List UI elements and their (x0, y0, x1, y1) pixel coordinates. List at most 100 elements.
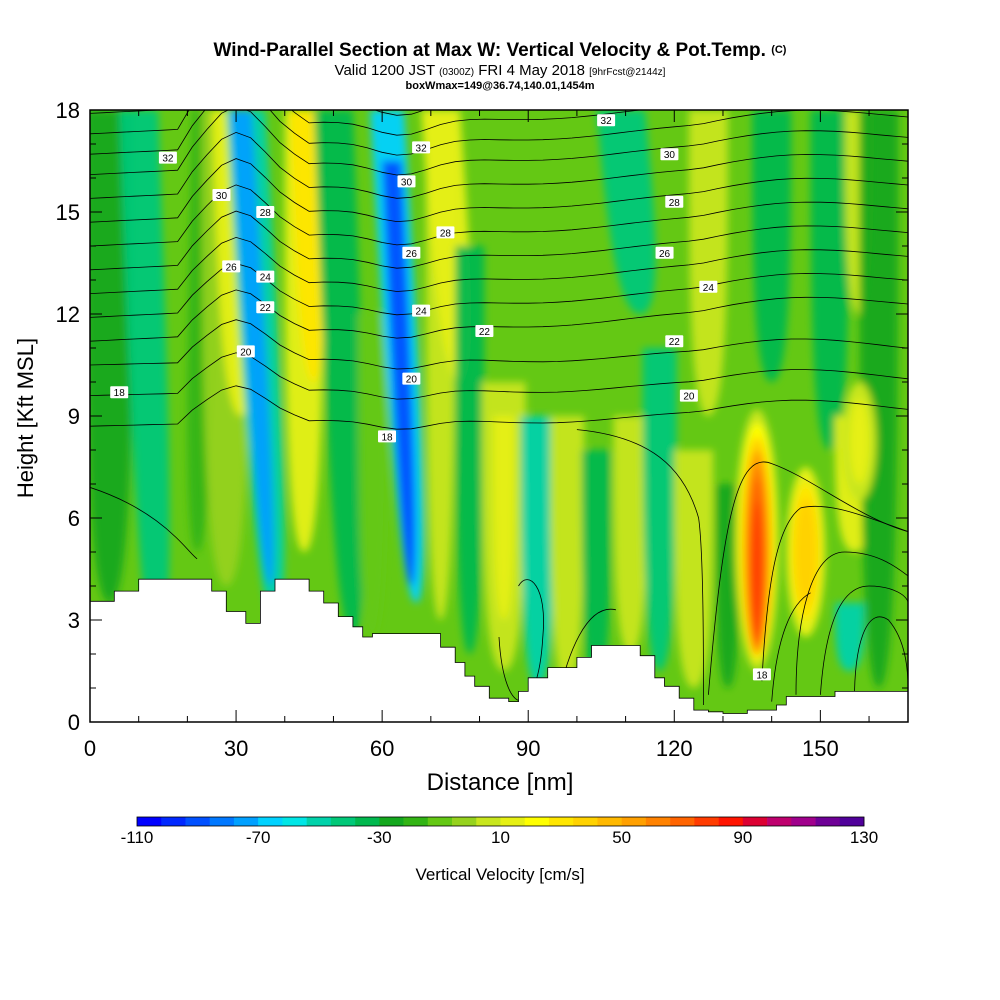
svg-text:26: 26 (406, 249, 418, 260)
svg-text:28: 28 (669, 198, 681, 209)
x-axis-label: Distance [nm] (427, 769, 574, 796)
colorbar-swatch (233, 817, 259, 826)
theta-label: 28 (436, 226, 455, 239)
svg-text:22: 22 (260, 303, 272, 314)
colorbar-swatch (330, 817, 356, 826)
svg-text:24: 24 (260, 273, 272, 284)
svg-text:28: 28 (440, 228, 452, 239)
colorbar-swatch (185, 817, 210, 826)
colorbar-swatch (645, 817, 671, 826)
theta-label: 32 (412, 141, 431, 154)
theta-label: 26 (222, 260, 241, 273)
svg-text:26: 26 (226, 262, 238, 273)
svg-text:32: 32 (162, 154, 174, 165)
chart-subtitle: Valid 1200 JST (0300Z) FRI 4 May 2018 [9… (335, 62, 666, 79)
colorbar-swatch (452, 817, 477, 826)
colorbar-swatch (718, 817, 744, 826)
theta-label: 24 (412, 304, 431, 318)
colorbar-swatch (694, 817, 719, 826)
colorbar-tick-label: -30 (367, 828, 392, 847)
colorbar-swatch (258, 817, 283, 826)
svg-text:22: 22 (479, 327, 491, 338)
svg-text:32: 32 (416, 143, 428, 154)
svg-text:20: 20 (406, 375, 418, 386)
colorbar-swatch (500, 817, 526, 826)
terrain-mask (90, 578, 908, 722)
theta-label: 28 (256, 206, 275, 219)
colorbar-swatch (355, 817, 380, 826)
colorbar-tick-label: -110 (121, 828, 154, 847)
plot-area (90, 110, 908, 722)
theta-label: 18 (378, 430, 397, 443)
theta-label: 32 (158, 151, 177, 165)
svg-text:18: 18 (381, 432, 393, 443)
colorbar-swatch (670, 817, 695, 826)
colorbar-tick-label: 10 (491, 828, 510, 847)
theta-label: 26 (655, 246, 674, 260)
theta-label: 18 (110, 386, 129, 399)
x-tick-label: 90 (516, 736, 540, 761)
chart-title: Wind-Parallel Section at Max W: Vertical… (214, 40, 787, 61)
svg-text:20: 20 (683, 392, 695, 403)
velocity-field (90, 110, 908, 722)
svg-text:30: 30 (216, 191, 228, 202)
svg-text:28: 28 (260, 208, 272, 219)
colorbar-swatch (791, 817, 816, 826)
theta-label: 24 (699, 280, 718, 294)
svg-text:22: 22 (669, 337, 681, 348)
theta-contour-labels: 32 30 28 26 24 22 20 18 32 30 28 26 24 22 20 18 32 30 28 26… (110, 114, 771, 681)
y-tick-label: 6 (68, 506, 80, 531)
colorbar-swatch (379, 817, 404, 826)
colorbar-tick-label: 130 (850, 828, 878, 847)
theta-label: 20 (402, 372, 421, 386)
svg-text:18: 18 (756, 670, 768, 681)
y-tick-label: 15 (56, 200, 80, 225)
colorbar-tick-label: 90 (733, 828, 752, 847)
svg-text:24: 24 (416, 307, 428, 318)
y-tick-label: 0 (68, 710, 80, 735)
colorbar-swatch (161, 817, 186, 826)
x-tick-label: 120 (656, 736, 693, 761)
theta-label: 24 (256, 270, 275, 284)
theta-label: 28 (665, 195, 684, 209)
x-tick-label: 150 (802, 736, 839, 761)
x-tick-label: 30 (224, 736, 248, 761)
theta-label: 26 (402, 246, 421, 260)
y-tick-label: 18 (56, 98, 80, 123)
colorbar-swatch (524, 817, 550, 826)
svg-text:32: 32 (601, 116, 613, 127)
svg-text:20: 20 (240, 347, 252, 358)
y-tick-label: 3 (68, 608, 80, 633)
theta-label: 30 (212, 189, 231, 202)
y-tick-label: 9 (68, 404, 80, 429)
x-tick-label: 0 (84, 736, 96, 761)
colorbar-swatch (306, 817, 332, 826)
colorbar-swatch (403, 817, 429, 826)
theta-label: 20 (236, 345, 255, 358)
colorbar-swatch (476, 817, 501, 826)
svg-text:24: 24 (703, 283, 715, 294)
theta-label: 22 (665, 335, 684, 348)
theta-label: 30 (397, 175, 416, 188)
x-tick-label: 60 (370, 736, 394, 761)
x-axis: 0 30 60 90 120 150 (84, 110, 870, 761)
svg-text:30: 30 (664, 150, 676, 161)
colorbar-swatch (548, 817, 574, 826)
colorbar-swatch (815, 817, 841, 826)
colorbar-swatch (282, 817, 307, 826)
colorbar-swatch (427, 817, 453, 826)
copyright-mark: (C) (771, 44, 787, 56)
svg-text:18: 18 (114, 388, 126, 399)
colorbar-tick-label: -70 (246, 828, 271, 847)
colorbar-swatch (839, 817, 865, 826)
theta-label: 18 (752, 668, 771, 681)
colorbar-swatch (573, 817, 598, 826)
theta-label: 32 (597, 114, 616, 127)
y-tick-label: 12 (56, 302, 80, 327)
theta-label: 30 (660, 148, 679, 161)
y-axis-label: Height [Kft MSL] (13, 338, 38, 498)
svg-text:30: 30 (401, 177, 413, 188)
theta-label: 22 (475, 325, 494, 338)
chart-box-info: boxWmax=149@36.74,140.01,1454m (406, 80, 595, 92)
